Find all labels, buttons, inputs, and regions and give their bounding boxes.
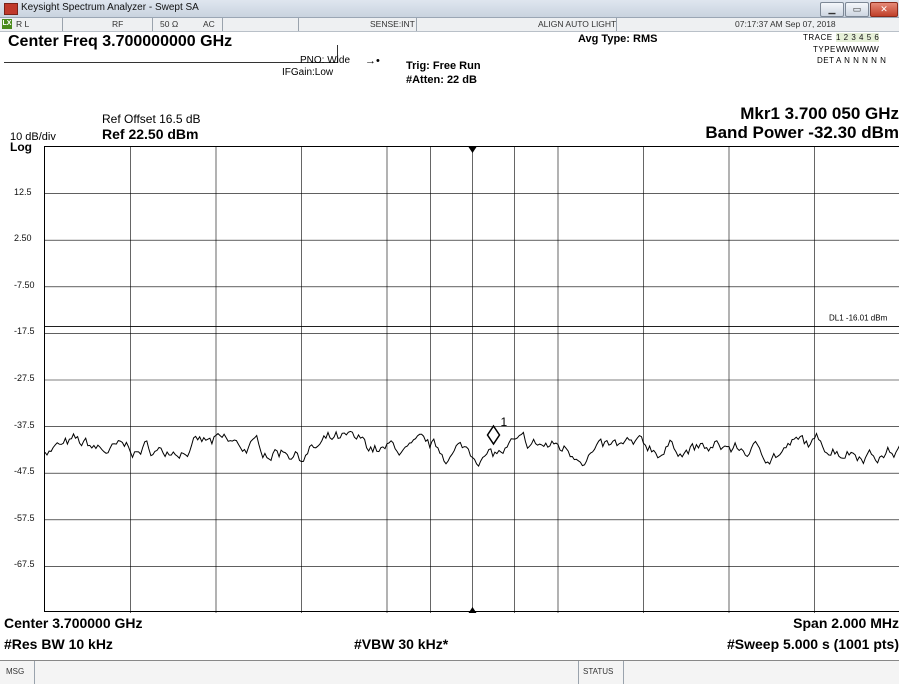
sense-label: SENSE:INT: [370, 19, 415, 29]
spectrum-trace: [44, 430, 899, 468]
atten-label: #Atten: 22 dB: [406, 74, 477, 86]
span-footer[interactable]: Span 2.000 MHz: [793, 615, 899, 631]
y-tick-label: -17.5: [14, 326, 35, 337]
y-tick-label: -7.50: [14, 279, 35, 290]
avg-type-label: Avg Type: RMS: [578, 33, 658, 45]
log-label: Log: [10, 140, 32, 154]
center-freq-title[interactable]: Center Freq 3.700000000 GHz: [8, 33, 233, 50]
y-tick-label: -57.5: [14, 512, 35, 523]
ifgain-label: IFGain:Low: [282, 67, 334, 78]
det-value: A N N N N N: [836, 56, 887, 65]
y-tick-label: -27.5: [14, 373, 35, 383]
ref-offset-label: Ref Offset 16.5 dB: [102, 112, 201, 126]
marker-1-diamond-icon: [486, 424, 501, 446]
vbw-footer[interactable]: #VBW 30 kHz*: [354, 636, 449, 652]
type-value: WWWWWW: [836, 45, 879, 54]
center-frequency-footer[interactable]: Center 3.700000 GHz: [4, 615, 143, 631]
instrument-status-bar: LX R L RF 50 Ω AC SENSE:INT ALIGN AUTO L…: [0, 18, 899, 32]
ref-level-label[interactable]: Ref 22.50 dBm: [102, 126, 199, 142]
y-tick-label: -47.5: [14, 466, 35, 477]
window-title: Keysight Spectrum Analyzer - Swept SA: [21, 2, 199, 13]
y-tick-label: 2.50: [14, 233, 32, 244]
spectrum-plot[interactable]: DL1 -16.01 dBm 1: [44, 146, 899, 613]
title-bar: Keysight Spectrum Analyzer - Swept SA ▁ …: [0, 0, 899, 18]
res-bw-footer[interactable]: #Res BW 10 kHz: [4, 636, 113, 652]
trace-numbers[interactable]: 1 2 3 4 5 6: [836, 33, 880, 42]
align-label: ALIGN AUTO LIGHT: [538, 19, 617, 29]
impedance-label: 50 Ω: [160, 19, 179, 29]
rl-indicator-icon: LX: [2, 19, 12, 29]
scale-label: 10 dB/div: [10, 131, 56, 143]
center-freq-box[interactable]: [4, 45, 338, 63]
rf-label: RF: [112, 19, 124, 29]
display-line-label: DL1 -16.01 dBm: [829, 313, 888, 322]
close-button[interactable]: ✕: [870, 2, 898, 17]
coupling-label: AC: [203, 19, 215, 29]
message-bar: MSG STATUS: [0, 660, 899, 684]
spectrum-plot-svg: DL1 -16.01 dBm 1: [44, 147, 899, 613]
trigger-label: Trig: Free Run: [406, 60, 481, 72]
type-label: TYPE: [813, 45, 836, 54]
maximize-button[interactable]: ▭: [845, 2, 869, 17]
center-marker-top-icon: [468, 147, 477, 153]
sweep-footer[interactable]: #Sweep 5.000 s (1001 pts): [727, 636, 899, 652]
y-tick-label: -37.5: [14, 419, 35, 430]
minimize-button[interactable]: ▁: [820, 2, 844, 17]
rl-label: R L: [16, 19, 30, 29]
pno-label: PNO: Wide: [300, 55, 351, 66]
marker-readout: Mkr1 3.700 050 GHz: [740, 104, 899, 123]
det-label: DET: [817, 56, 835, 65]
status-label: STATUS: [583, 667, 614, 676]
trace-label: TRACE: [803, 33, 833, 42]
app-icon: [4, 3, 18, 15]
datetime-label: 07:17:37 AM Sep 07, 2018: [735, 19, 836, 29]
msg-label: MSG: [6, 667, 25, 676]
marker-1-label: 1: [501, 415, 508, 429]
y-tick-label: 12.5: [14, 186, 32, 197]
band-power-readout: Band Power -32.30 dBm: [705, 123, 899, 142]
center-marker-bottom-icon: [468, 607, 477, 613]
y-tick-label: -67.5: [14, 559, 35, 570]
trigger-arrow-icon: →•: [365, 55, 380, 67]
